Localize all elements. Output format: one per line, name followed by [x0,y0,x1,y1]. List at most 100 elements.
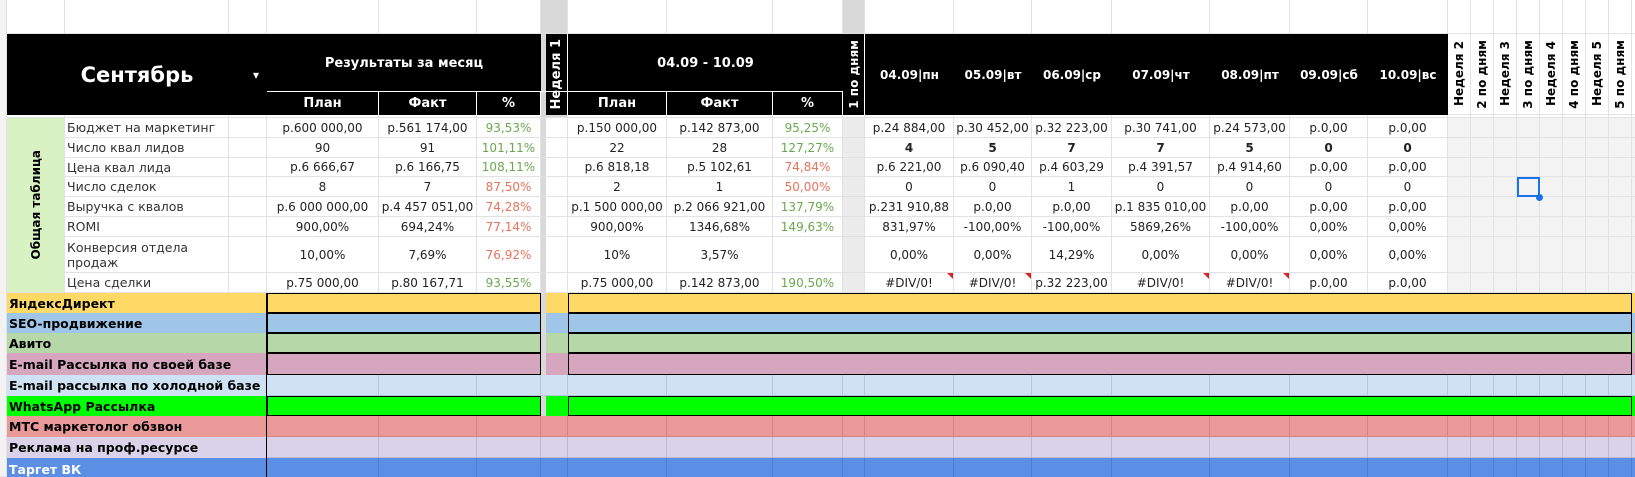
day-value-text: 0 [988,179,997,194]
month-value-text: 900,00% [295,219,350,234]
day-value: р.30 741,00 [1112,118,1210,138]
month-value-text: 694,24% [400,219,455,234]
channel-cell [1448,437,1471,458]
metric-label: Число квал лидов [65,138,229,158]
day-value: р.0,00 [1290,118,1368,138]
empty-cell [1448,138,1471,158]
month-value-text: р.4 457 051,00 [381,199,474,214]
channel-cell [1586,458,1609,477]
week-column-header-text: 3 по дням [1521,39,1535,109]
empty-cell [1494,158,1517,177]
empty-cell [546,158,568,177]
day-value: 7 [1112,138,1210,158]
day-header-text: 10.09|вс [1379,67,1437,82]
empty-cell [667,0,773,34]
channel-cell [1290,416,1368,437]
month-value: р.6 166,75 [379,158,477,177]
empty-cell [1471,237,1494,273]
month-value: 93,53% [477,118,541,138]
empty-cell [1517,273,1540,293]
empty-cell [1586,197,1609,217]
day-value: -100,00% [1210,217,1290,237]
empty-cell [843,237,865,273]
week-range-header: 04.09 - 10.09 [568,34,843,92]
empty-cell [1448,118,1471,138]
week-value: р.150 000,00 [568,118,667,138]
empty-cell [954,0,1032,34]
day-value: 0 [1290,177,1368,197]
empty-cell [546,273,568,293]
day-header-text: 05.09|вт [964,67,1022,82]
empty-cell [1609,237,1632,273]
channel-cell [1368,375,1448,396]
empty-cell [546,118,568,138]
empty-cell [1632,217,1635,237]
day-value-text: 0,00% [1309,219,1348,234]
day-value-text: р.0,00 [1052,199,1091,214]
week-value-text: 95,25% [784,120,831,135]
channel-cell [667,437,773,458]
empty-cell [1563,0,1586,34]
channel-cell [1540,375,1563,396]
metric-label: Цена сделки [65,273,229,293]
separator [541,217,546,237]
metric-label: Конверсия отдела продаж [65,237,229,273]
subheader-text: % [501,96,516,111]
channel-cell [1494,458,1517,477]
header-rule [267,91,843,92]
channel-cell [541,437,568,458]
month-value-text: 108,11% [481,160,536,174]
day-value-text: р.0,00 [1309,275,1348,290]
empty-cell [1471,138,1494,158]
channel-row [267,293,1635,313]
day-value-text: р.4 603,29 [1039,160,1104,174]
day-header: 09.09|сб [1290,34,1368,115]
week-value: р.2 066 921,00 [667,197,773,217]
row-header-strip [0,0,7,477]
day-value: р.30 452,00 [954,118,1032,138]
day-value-text: р.0,00 [1230,199,1269,214]
month-value: р.561 174,00 [379,118,477,138]
week-value: р.75 000,00 [568,273,667,293]
day-value: р.4 603,29 [1032,158,1112,177]
day-value-text: р.6 090,40 [960,160,1025,174]
day-value: #DIV/0! [1112,273,1210,293]
empty-cell [541,0,568,34]
day-value-text: р.0,00 [1388,160,1427,174]
channel-cell [1517,375,1540,396]
selection-handle[interactable] [1536,194,1543,201]
empty-cell [1471,177,1494,197]
day-value-text: 0,00% [973,247,1012,262]
channel-cell [667,458,773,477]
day-header: 06.09|ср [1032,34,1112,115]
week-value: 190,50% [773,273,843,293]
day-value-text: 0,00% [889,247,929,262]
empty-cell [1609,118,1632,138]
week-value-text: 1346,68% [688,219,751,234]
empty-cell [1032,0,1112,34]
day-value: р.1 835 010,00 [1112,197,1210,217]
channel-cell [1563,416,1586,437]
week-value: 2 [568,177,667,197]
empty-cell [843,138,865,158]
channel-cell [477,437,541,458]
gap-cell [1448,115,1471,118]
week-value: 149,63% [773,217,843,237]
dropdown-arrow[interactable]: ▾ [252,67,259,82]
empty-cell [1632,138,1635,158]
metric-label-text: Бюджет на маркетинг [67,120,216,135]
month-value-text: 10,00% [299,247,346,262]
month-value-text: р.600 000,00 [282,120,363,135]
merged-block [267,293,541,313]
separator [541,34,546,115]
month-value-text: 93,55% [485,275,532,290]
empty-cell [843,197,865,217]
month-value: 8 [267,177,379,197]
day-value-text: р.6 221,00 [876,160,942,174]
selected-cell[interactable] [1517,177,1540,197]
day-value: р.6 090,40 [954,158,1032,177]
week-days-label-text: 1 по дням [846,40,861,109]
week-value: 74,84% [773,158,843,177]
channel-cell [1112,416,1210,437]
day-header-text: 04.09|пн [880,67,939,82]
